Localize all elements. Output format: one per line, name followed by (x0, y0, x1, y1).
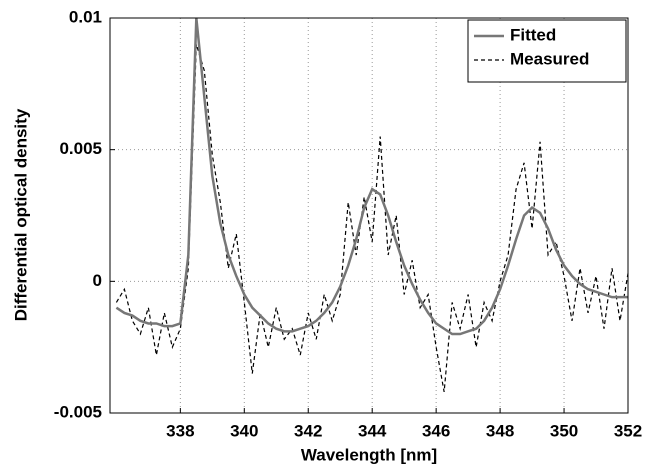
data-line (115, 17, 628, 336)
x-tick-label: 346 (422, 421, 450, 440)
plot-frame (109, 17, 629, 414)
x-axis-label: Wavelength [nm] (301, 445, 437, 464)
legend-label: Measured (510, 49, 589, 68)
legend-label: Fitted (510, 25, 556, 44)
x-tick-label: 340 (230, 421, 258, 440)
y-tick-label: 0 (93, 271, 102, 290)
y-tick-label: 0.01 (69, 7, 102, 26)
y-tick-label: 0.005 (59, 139, 102, 158)
x-tick-label: 350 (550, 421, 578, 440)
x-tick-label: 352 (614, 421, 642, 440)
x-tick-label: 338 (166, 421, 194, 440)
legend-box (467, 19, 627, 83)
y-axis-label: Differential optical density (11, 108, 30, 321)
x-tick-label: 348 (486, 421, 514, 440)
y-tick-label: -0.005 (54, 402, 102, 421)
x-tick-label: 344 (358, 421, 387, 440)
x-tick-label: 342 (294, 421, 322, 440)
